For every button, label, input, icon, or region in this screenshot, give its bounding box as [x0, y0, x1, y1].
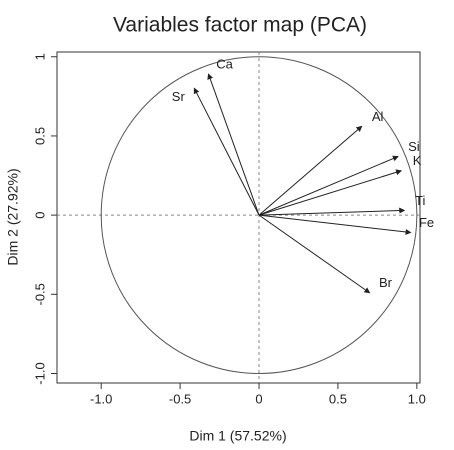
- x-tick-label: 0.5: [329, 391, 347, 406]
- variable-arrow: [207, 73, 260, 216]
- variable-label: Br: [379, 275, 393, 290]
- variable-arrow: [258, 214, 371, 294]
- variable-label: Al: [372, 109, 384, 124]
- x-tick-label: 1.0: [408, 391, 426, 406]
- variable-label: K: [413, 153, 422, 168]
- y-tick-label: 0: [32, 212, 47, 219]
- variable-label: Si: [408, 139, 420, 154]
- x-tick-label: 0: [255, 391, 262, 406]
- variable-label: Sr: [172, 89, 186, 104]
- x-tick-label: -1.0: [90, 391, 112, 406]
- y-tick-label: -1.0: [32, 362, 47, 384]
- variable-arrow: [259, 207, 406, 216]
- chart-title: Variables factor map (PCA): [113, 14, 367, 37]
- variable-arrow: [258, 125, 363, 216]
- y-tick-label: -0.5: [32, 283, 47, 305]
- variable-arrow: [258, 155, 399, 216]
- x-axis-label: Dim 1 (57.52%): [189, 428, 286, 444]
- y-axis-label: Dim 2 (27.92%): [5, 168, 21, 265]
- plot-frame: [56, 51, 421, 384]
- y-tick-label: 1: [32, 53, 47, 60]
- variable-label: Ti: [415, 193, 425, 208]
- x-tick-label: -0.5: [169, 391, 191, 406]
- variable-label: Fe: [419, 215, 434, 230]
- variable-arrow: [193, 87, 260, 216]
- correlation-circle: [100, 56, 418, 374]
- variable-label: Ca: [216, 57, 233, 72]
- variable-arrow: [258, 169, 403, 216]
- variable-arrow: [258, 214, 412, 235]
- y-tick-label: 0.5: [32, 127, 47, 145]
